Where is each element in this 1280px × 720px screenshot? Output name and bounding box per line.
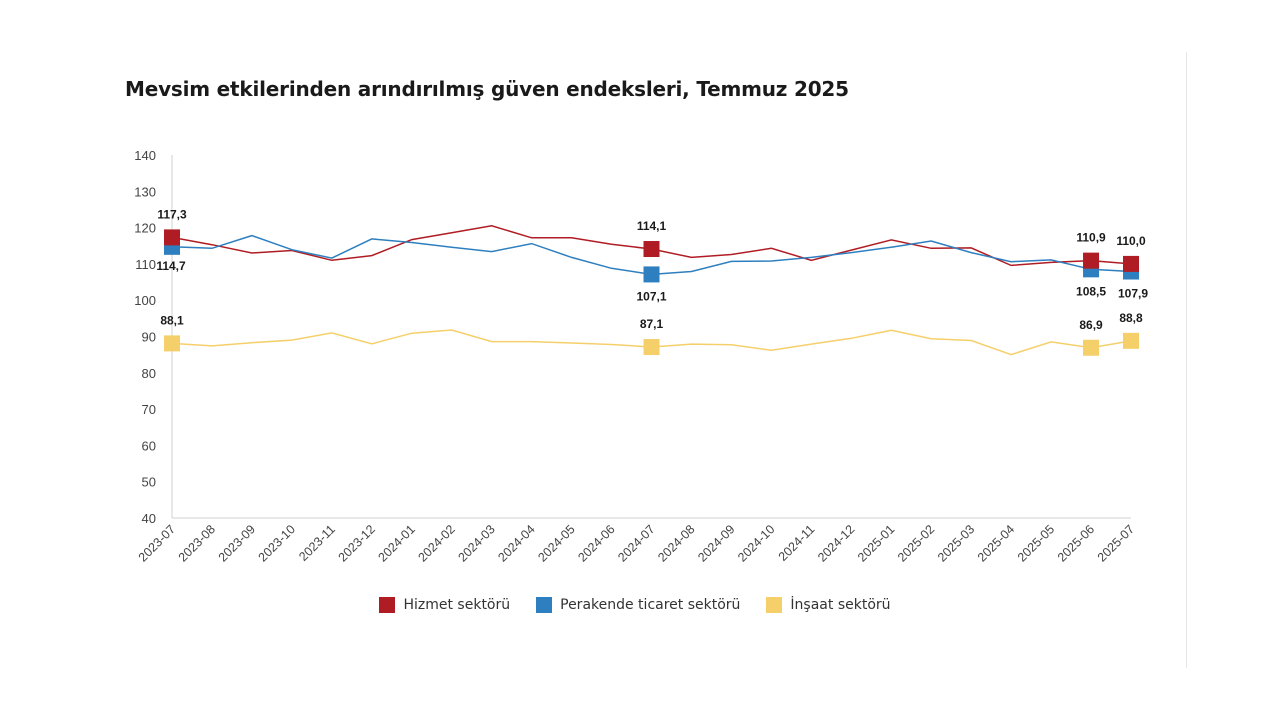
y-tick-label: 140 xyxy=(134,148,156,163)
legend-swatch xyxy=(766,597,783,613)
y-tick-label: 130 xyxy=(134,184,156,199)
data-label: 110,9 xyxy=(1076,231,1106,245)
x-tick-label: 2024-10 xyxy=(735,522,777,564)
data-marker xyxy=(164,229,180,246)
x-tick-label: 2023-11 xyxy=(296,522,338,564)
data-label: 114,7 xyxy=(156,259,186,273)
y-tick-label: 100 xyxy=(134,293,156,308)
panel-divider xyxy=(1186,52,1187,668)
data-label: 110,0 xyxy=(1116,234,1146,248)
x-tick-label: 2024-07 xyxy=(615,522,657,564)
x-tick-label: 2024-01 xyxy=(376,522,418,564)
data-marker xyxy=(1123,332,1139,349)
data-label: 107,1 xyxy=(636,289,666,303)
x-tick-label: 2024-08 xyxy=(655,522,697,564)
x-tick-label: 2023-07 xyxy=(136,522,178,564)
x-tick-label: 2024-05 xyxy=(535,522,577,564)
y-tick-label: 40 xyxy=(142,511,156,526)
x-tick-label: 2025-01 xyxy=(855,522,897,564)
x-tick-label: 2025-05 xyxy=(1015,522,1057,564)
data-marker xyxy=(643,339,660,356)
data-label: 108,5 xyxy=(1076,284,1106,298)
x-tick-label: 2024-11 xyxy=(776,522,818,564)
data-marker xyxy=(1123,255,1139,272)
data-marker xyxy=(1083,339,1100,356)
data-label: 107,9 xyxy=(1118,287,1148,301)
legend-item: İnşaat sektörü xyxy=(766,597,891,613)
y-tick-label: 50 xyxy=(142,475,156,490)
legend-label: Hizmet sektörü xyxy=(403,597,511,613)
data-marker xyxy=(643,241,660,258)
x-tick-label: 2023-08 xyxy=(176,522,218,564)
x-tick-label: 2024-04 xyxy=(495,522,537,564)
y-tick-label: 120 xyxy=(134,221,156,236)
legend-label: İnşaat sektörü xyxy=(790,597,891,613)
data-marker xyxy=(1083,252,1100,269)
legend-item: Hizmet sektörü xyxy=(379,597,510,613)
x-tick-label: 2025-06 xyxy=(1055,522,1097,564)
legend-item: Perakende ticaret sektörü xyxy=(536,597,740,613)
x-tick-label: 2024-03 xyxy=(455,522,497,564)
x-tick-label: 2025-03 xyxy=(935,522,977,564)
chart-legend: Hizmet sektörü Perakende ticaret sektörü İ… xyxy=(0,597,1270,613)
data-label: 88,8 xyxy=(1119,311,1143,325)
x-tick-label: 2025-02 xyxy=(895,522,937,564)
legend-swatch xyxy=(536,597,553,613)
x-tick-label: 2024-09 xyxy=(695,522,737,564)
y-tick-label: 70 xyxy=(142,402,156,417)
data-marker xyxy=(643,266,660,283)
legend-label: Perakende ticaret sektörü xyxy=(560,597,741,613)
data-label: 114,1 xyxy=(637,219,667,233)
x-tick-label: 2025-04 xyxy=(975,522,1017,564)
y-tick-label: 80 xyxy=(142,366,156,381)
data-label: 87,1 xyxy=(640,317,664,331)
data-marker xyxy=(164,335,180,352)
x-tick-label: 2024-06 xyxy=(575,522,617,564)
legend-swatch xyxy=(379,597,396,613)
chart-title: Mevsim etkilerinden arındırılmış güven e… xyxy=(125,77,849,101)
data-label: 88,1 xyxy=(160,313,184,327)
x-tick-label: 2025-07 xyxy=(1095,522,1137,564)
data-label: 86,9 xyxy=(1079,318,1103,332)
y-tick-label: 60 xyxy=(142,438,156,453)
x-tick-label: 2024-12 xyxy=(815,522,857,564)
data-label: 117,3 xyxy=(157,207,187,221)
x-tick-label: 2023-09 xyxy=(216,522,258,564)
x-tick-label: 2023-10 xyxy=(256,522,298,564)
y-tick-label: 90 xyxy=(142,330,156,345)
x-tick-label: 2024-02 xyxy=(415,522,457,564)
x-tick-label: 2023-12 xyxy=(336,522,378,564)
y-tick-label: 110 xyxy=(135,257,156,272)
